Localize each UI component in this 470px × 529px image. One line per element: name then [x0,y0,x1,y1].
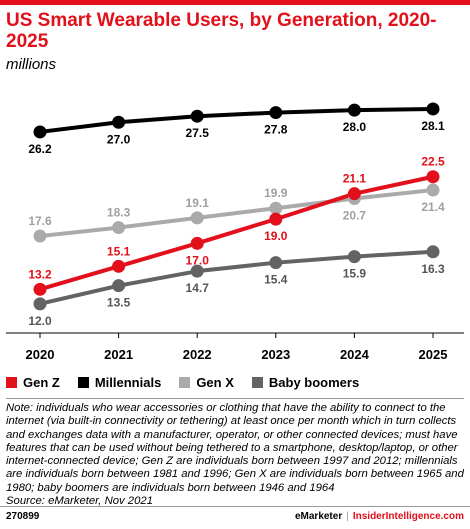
legend-label-millennials: Millennials [94,374,162,390]
data-point-gen-x [426,183,440,197]
legend-swatch-millennials [77,376,89,388]
legend-swatch-baby-boomers [251,376,263,388]
data-label-gen-x: 21.4 [421,200,445,214]
data-label-baby-boomers: 16.3 [421,262,445,276]
data-label-gen-x: 17.6 [28,214,52,228]
data-label-baby-boomers: 14.7 [186,281,210,295]
data-label-baby-boomers: 15.4 [264,273,288,287]
data-point-gen-x [269,201,283,215]
x-tick-label: 2020 [26,347,55,362]
top-accent-bar [0,0,470,5]
legend-label-gen-x: Gen X [196,374,234,390]
data-label-millennials: 28.0 [343,120,367,134]
data-point-millennials [33,125,47,139]
series-line-gen-z [39,174,434,292]
line-chart: 13.2 15.1 17.0 19.0 21.1 22.5 26.2 27.0 27.5 27.8… [6,102,464,362]
data-point-gen-x [33,229,47,243]
data-label-gen-x: 20.7 [343,209,367,223]
brand-emarketer: eMarketer [294,511,343,522]
data-label-gen-x: 19.9 [264,186,288,200]
data-label-baby-boomers: 13.5 [107,296,131,310]
series-line-baby-boomers [39,249,434,306]
data-label-gen-x: 19.1 [186,196,210,210]
data-label-gen-z: 22.5 [421,155,445,169]
chart-subtitle: millions [6,56,57,73]
data-point-baby-boomers [269,256,283,270]
chart-title: US Smart Wearable Users, by Generation, … [6,10,437,52]
data-point-millennials [190,109,204,123]
legend-item-baby-boomers: Baby boomers [251,374,360,390]
x-tick-label: 2025 [419,347,448,362]
x-tick-label: 2021 [104,347,133,362]
chart-id: 270899 [6,511,40,522]
footer-brand: eMarketer | InsiderIntelligence.com [295,511,464,522]
data-point-gen-z [269,212,283,226]
chart-note: Note: individuals who wear accessories o… [6,402,466,508]
data-label-gen-z: 19.0 [264,229,288,243]
x-tick-label: 2023 [261,347,290,362]
data-point-gen-z [426,170,440,184]
series-line-millennials [39,106,434,134]
data-point-millennials [112,115,126,129]
brand-insiderintelligence: InsiderIntelligence.com [352,511,464,522]
data-label-gen-z: 17.0 [186,253,210,267]
data-point-baby-boomers [33,297,47,311]
legend-label-baby-boomers: Baby boomers [268,374,360,390]
data-point-millennials [269,106,283,120]
data-label-millennials: 27.0 [107,132,131,146]
data-label-gen-z: 13.2 [28,267,52,281]
data-label-baby-boomers: 15.9 [343,267,367,281]
data-point-gen-z [190,236,204,250]
note-text: Note: individuals who wear accessories o… [6,402,464,494]
legend-item-millennials: Millennials [77,374,162,390]
source-text: Source: eMarketer, Nov 2021 [6,495,153,508]
legend-item-gen-z: Gen Z [6,375,60,390]
data-point-gen-z [347,187,361,201]
data-point-baby-boomers [347,250,361,264]
data-point-gen-z [33,282,47,296]
data-point-gen-z [112,259,126,273]
data-label-millennials: 26.2 [28,142,52,156]
data-point-millennials [347,103,361,117]
x-tick-label: 2022 [183,347,212,362]
series-line-gen-x [39,188,434,239]
legend-item-gen-x: Gen X [179,375,234,390]
legend-swatch-gen-z [6,376,17,388]
brand-separator: | [346,511,349,522]
footer-divider [0,506,470,507]
data-label-millennials: 28.1 [421,119,445,133]
data-point-millennials [426,102,440,116]
data-point-baby-boomers [426,245,440,259]
data-label-gen-x: 18.3 [107,206,131,220]
note-divider [6,398,464,399]
data-point-gen-x [190,211,204,225]
data-label-millennials: 27.8 [264,123,288,137]
chart-legend: Gen Z Millennials Gen X Baby boomers [6,373,377,391]
data-label-baby-boomers: 12.0 [28,314,52,328]
data-point-baby-boomers [112,279,126,293]
data-label-gen-z: 15.1 [107,244,131,258]
data-point-gen-x [112,221,126,235]
data-point-baby-boomers [190,264,204,278]
data-label-millennials: 27.5 [186,126,210,140]
legend-label-gen-z: Gen Z [23,374,60,390]
data-label-gen-z: 21.1 [343,172,367,186]
x-tick-label: 2024 [340,347,370,362]
legend-swatch-gen-x [179,376,191,388]
